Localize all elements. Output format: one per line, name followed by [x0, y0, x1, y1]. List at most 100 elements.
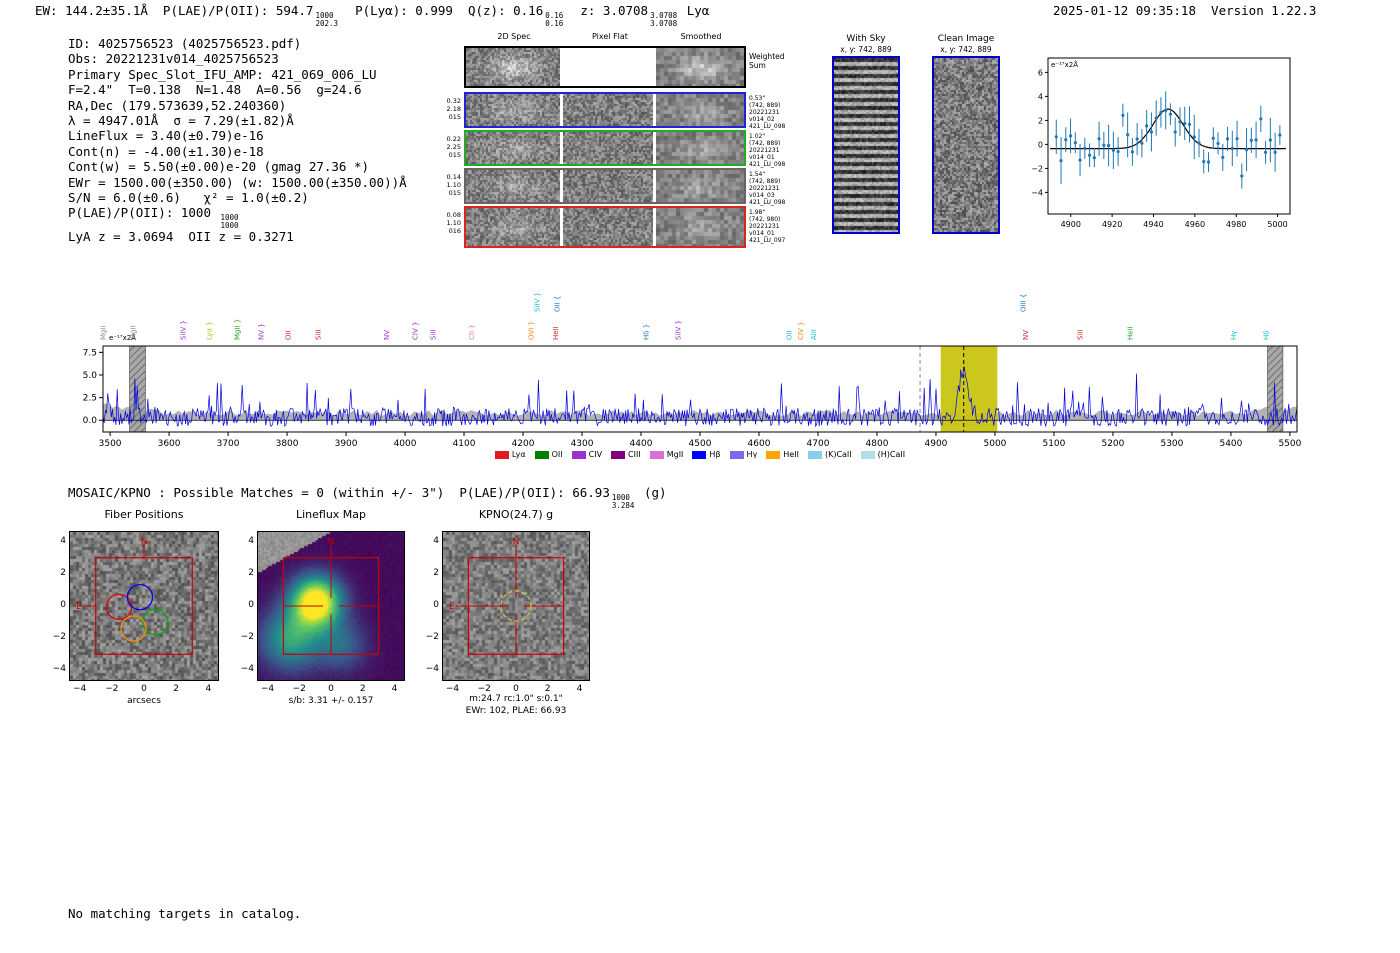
y-tick-label: 6	[1038, 68, 1043, 77]
x-tick-label: 5000	[984, 439, 1007, 449]
data-point	[1197, 141, 1201, 145]
fiber-y-tick-label: 0	[60, 600, 66, 610]
legend-label: CIII	[628, 450, 641, 459]
data-point	[1064, 138, 1068, 142]
legend-label: CIV	[588, 450, 603, 459]
text-run: LineFlux = 3.40(±0.79)e-16	[68, 128, 264, 144]
cutout-right-label: v014_01	[749, 154, 775, 161]
x-tick-label: 4600	[748, 439, 771, 449]
emission-line-label: SiIV }	[675, 320, 683, 340]
data-point	[1192, 135, 1196, 139]
with-sky-coords: x, y: 742, 889	[840, 45, 892, 54]
legend-swatch	[494, 450, 509, 459]
info-line: LineFlux = 3.40(±0.79)e-16	[68, 128, 407, 143]
legend-swatch	[611, 450, 626, 459]
cutout-row-left-labels: 0.08 1.10 016	[436, 211, 461, 235]
emission-line-label: Hδ }	[643, 324, 651, 340]
cutout-right-label: 1.98"	[749, 209, 766, 216]
text-run: MOSAIC/KPNO : Possible Matches = 0 (with…	[68, 485, 610, 500]
cutout-image-smoothed	[656, 132, 744, 164]
cutout-row-border	[464, 46, 746, 88]
text-run: RA,Dec (179.573639,52.240360)	[68, 97, 287, 113]
legend-label: OII	[551, 450, 563, 459]
fraction-bottom: 202.3	[315, 18, 339, 28]
fiber-x-tick-label: −4	[73, 684, 87, 694]
kpno-x-tick-label: 0	[513, 684, 519, 694]
emission-line-label: NV	[1022, 330, 1030, 340]
clean-image-coords: x, y: 742, 889	[940, 45, 992, 54]
mosaic-kpno-summary: MOSAIC/KPNO : Possible Matches = 0 (with…	[68, 485, 667, 509]
cutout-col-header: 2D Spec	[497, 32, 531, 41]
text-run: P(Lyα): 0.999 Q(z): 0.16	[340, 3, 544, 18]
clean-image	[932, 56, 1000, 234]
info-line: Primary Spec_Slot_IFU_AMP: 421_069_006_L…	[68, 67, 407, 82]
cutout-left-label: 015	[448, 113, 461, 121]
data-point	[1216, 141, 1220, 146]
cutout-left-label: 1.10	[446, 181, 461, 189]
emission-line-label: MgII	[129, 325, 137, 340]
fiber-y-tick-label: −2	[52, 632, 66, 643]
x-tick-label: 4900	[1061, 220, 1081, 229]
legend-item: CIV	[571, 450, 603, 459]
text-run: Primary Spec_Slot_IFU_AMP: 421_069_006_L…	[68, 66, 377, 82]
cutout-row-left-labels: 0.32 2.18 015	[436, 97, 461, 121]
cutout-row-right-labels: 1.54" (742, 889) 20221231 v014_03 421_LU_098	[749, 171, 815, 206]
legend-swatch	[807, 450, 822, 459]
fiber-x-axis-label: arcsecs	[127, 696, 161, 706]
legend-item: Hγ	[729, 450, 757, 459]
cutout-image-pixelflat	[563, 132, 653, 164]
data-point	[1092, 156, 1096, 160]
cutout-left-label: 1.10	[446, 219, 461, 227]
data-point	[1235, 137, 1239, 141]
legend-label: Lyα	[511, 450, 526, 459]
legend-label: (K)CaII	[824, 450, 852, 459]
cutout-row-left-labels: 0.22 2.25 015	[436, 135, 461, 159]
lineflux-x-tick-label: −2	[292, 684, 306, 694]
data-point	[1154, 116, 1158, 120]
cutout-image-2dspec	[466, 132, 560, 164]
data-point	[1164, 108, 1168, 112]
data-point	[1111, 148, 1115, 152]
stacked-fraction: 1000 202.3	[315, 12, 338, 27]
data-point	[1244, 148, 1249, 152]
x-tick-label: 3800	[276, 439, 299, 449]
y-tick-label: 7.5	[83, 348, 97, 358]
text-run: z: 3.0708	[565, 3, 649, 18]
text-run: Obs: 20221231v014_4025756523	[68, 51, 279, 67]
data-point	[1087, 153, 1092, 157]
compass-north-label: N	[328, 537, 335, 547]
legend-label: MgII	[666, 450, 684, 459]
emission-line-label: Hδ	[1263, 330, 1271, 340]
fiber-circle	[126, 583, 154, 611]
cutout-row-left-labels: 0.14 1.10 015	[436, 173, 461, 197]
emission-line-label: SiII	[315, 329, 323, 340]
x-tick-label: 4940	[1143, 220, 1163, 229]
cutout-left-label: 0.08	[446, 211, 461, 219]
x-tick-label: 5400	[1219, 439, 1242, 449]
stacked-fraction: 0.16 0.16	[545, 12, 563, 27]
x-tick-label: 4700	[807, 439, 830, 449]
info-line: LyA z = 3.0694 OII z = 0.3271	[68, 229, 407, 244]
cutout-left-label: 2.18	[446, 105, 461, 113]
data-point	[1278, 133, 1282, 137]
fraction-top: 3.0708	[650, 11, 678, 20]
spectrum-trace	[102, 366, 1298, 428]
emission-line-label: SiIV }	[534, 292, 542, 312]
data-point	[1107, 143, 1111, 148]
cutout-col-header: Pixel Flat	[592, 32, 628, 41]
with-sky-title: With Sky	[846, 34, 886, 44]
kpno-cutout-overlay: NE	[449, 537, 565, 655]
compass-north-label: N	[141, 537, 148, 547]
masked-band-hatch	[1267, 345, 1284, 433]
fraction-bottom: 3.284	[611, 500, 635, 510]
info-line: F=2.4" T=0.138 N=1.48 A=0.56 g=24.6	[68, 82, 407, 97]
info-line: Cont(n) = -4.00(±1.30)e-18	[68, 144, 407, 159]
info-line: S/N = 6.0(±0.6) χ² = 1.0(±0.2)	[68, 190, 407, 205]
legend-swatch	[766, 450, 781, 459]
spectrum-legend: Lyα OII CIV CIII MgII Hβ Hγ HeII (K)CaII (H)CaII	[420, 450, 980, 459]
y-tick-label: 4	[1038, 92, 1043, 101]
lineflux-y-tick-label: −2	[240, 632, 254, 643]
x-tick-label: 4980	[1226, 220, 1246, 229]
legend-item: HeII	[766, 450, 799, 459]
lineflux-x-tick-label: −4	[260, 684, 275, 694]
